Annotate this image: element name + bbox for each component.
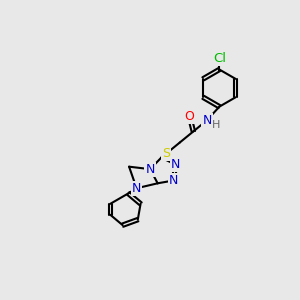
Text: N: N bbox=[202, 114, 212, 127]
Text: N: N bbox=[171, 158, 180, 171]
Text: H: H bbox=[212, 120, 220, 130]
Text: N: N bbox=[169, 174, 178, 187]
Text: O: O bbox=[185, 110, 195, 123]
Text: Cl: Cl bbox=[213, 52, 226, 65]
Text: N: N bbox=[132, 182, 141, 195]
Text: N: N bbox=[146, 163, 155, 176]
Text: S: S bbox=[162, 147, 170, 160]
